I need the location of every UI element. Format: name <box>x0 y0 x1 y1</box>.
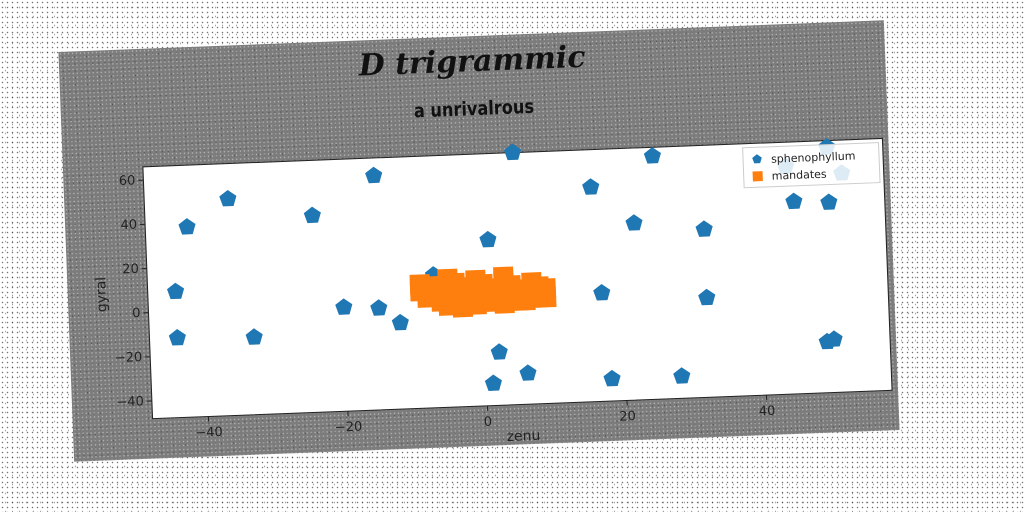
figure: D trigrammic a unrivalrous −40 −20 0 20 40 −4… <box>58 20 900 462</box>
legend-marker-mandates <box>752 171 763 182</box>
scatter-plot: −40 −20 0 20 40 −40 −20 0 20 40 60 zenu gyral sphe… <box>93 137 893 445</box>
axes-layer: −40 −20 0 20 40 −40 −20 0 20 40 60 <box>115 173 776 441</box>
point-sphenophyllum <box>490 343 508 360</box>
y-tick-label: 0 <box>132 306 141 321</box>
point-mandates <box>409 280 431 302</box>
point-sphenophyllum <box>503 143 522 161</box>
y-tick-label: 60 <box>119 173 136 189</box>
point-sphenophyllum <box>167 282 185 300</box>
point-mandates <box>535 286 557 308</box>
y-tick-label: 20 <box>122 262 139 278</box>
point-sphenophyllum <box>391 313 409 331</box>
point-sphenophyllum <box>582 178 600 195</box>
x-axis-label: zenu <box>506 428 540 445</box>
point-sphenophyllum <box>625 214 643 231</box>
point-sphenophyllum <box>603 369 621 387</box>
point-mandates <box>486 282 508 303</box>
point-sphenophyllum <box>178 218 196 235</box>
point-sphenophyllum <box>785 192 803 210</box>
point-sphenophyllum <box>335 298 353 315</box>
point-sphenophyllum <box>643 147 661 164</box>
point-sphenophyllum <box>820 193 838 210</box>
x-tick-label: −20 <box>335 420 363 436</box>
marks-layer <box>167 138 851 391</box>
legend: sphenophyllum mandates <box>742 142 881 189</box>
point-sphenophyllum <box>303 206 321 224</box>
point-sphenophyllum <box>593 284 611 301</box>
x-tick-label: −40 <box>195 425 223 441</box>
legend-swatch <box>752 171 763 182</box>
point-sphenophyllum <box>484 374 502 391</box>
point-sphenophyllum <box>365 166 383 184</box>
point-sphenophyllum <box>479 230 497 248</box>
point-mandates <box>430 279 452 301</box>
legend-label-sphenophyllum: sphenophyllum <box>771 149 856 165</box>
y-tick-label: −40 <box>116 394 144 410</box>
point-mandates <box>451 287 473 309</box>
y-axis-label: gyral <box>93 277 110 313</box>
y-tick-label: 40 <box>120 218 137 234</box>
point-sphenophyllum <box>219 190 237 207</box>
point-sphenophyllum <box>168 329 186 346</box>
legend-swatch <box>752 154 762 164</box>
point-sphenophyllum <box>825 330 843 347</box>
point-sphenophyllum <box>245 328 263 345</box>
point-mandates <box>493 266 514 288</box>
point-sphenophyllum <box>695 220 713 237</box>
legend-label-mandates: mandates <box>771 168 827 183</box>
x-tick-label: 40 <box>759 404 776 420</box>
legend-marker-sphenophyllum <box>752 154 762 164</box>
point-mandates <box>514 281 536 302</box>
point-sphenophyllum <box>519 364 537 381</box>
point-sphenophyllum <box>370 299 388 316</box>
x-tick-label: 0 <box>484 415 493 430</box>
x-tick-label: 20 <box>619 409 636 425</box>
legend-box <box>742 142 881 189</box>
y-tick-label: −20 <box>115 350 143 366</box>
point-sphenophyllum <box>673 367 691 384</box>
point-sphenophyllum <box>698 288 716 306</box>
